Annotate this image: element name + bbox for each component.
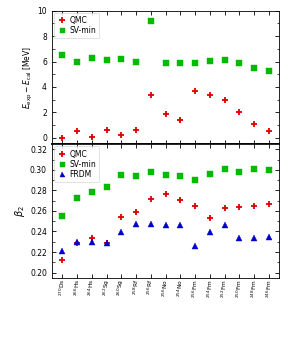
SV-min [194, 178, 197, 182]
QMC [238, 205, 241, 209]
QMC [194, 89, 197, 93]
Legend: QMC, SV-min, FRDM: QMC, SV-min, FRDM [54, 146, 99, 182]
QMC [208, 93, 212, 97]
SV-min [179, 174, 182, 178]
QMC [134, 127, 138, 132]
QMC [120, 215, 123, 219]
SV-min [134, 60, 138, 64]
SV-min [179, 61, 182, 66]
SV-min [238, 61, 241, 66]
QMC [60, 136, 64, 140]
QMC [90, 236, 94, 240]
Line: QMC: QMC [59, 191, 272, 264]
QMC [223, 206, 226, 210]
FRDM [179, 223, 182, 227]
QMC [75, 241, 79, 245]
SV-min [75, 59, 79, 64]
FRDM [90, 240, 94, 244]
QMC [90, 135, 94, 139]
SV-min [194, 61, 197, 65]
SV-min [208, 172, 212, 176]
QMC [105, 127, 108, 132]
SV-min [238, 170, 241, 174]
SV-min [149, 19, 153, 23]
SV-min [120, 57, 123, 61]
SV-min [149, 170, 153, 174]
FRDM [223, 223, 226, 227]
Line: SV-min: SV-min [59, 166, 272, 219]
SV-min [267, 69, 271, 73]
Legend: QMC, SV-min: QMC, SV-min [54, 13, 99, 38]
QMC [60, 258, 64, 262]
QMC [149, 197, 153, 201]
SV-min [105, 185, 108, 189]
FRDM [164, 223, 167, 227]
FRDM [75, 240, 79, 244]
SV-min [267, 168, 271, 172]
QMC [208, 216, 212, 220]
SV-min [223, 58, 226, 62]
QMC [134, 210, 138, 214]
QMC [267, 201, 271, 206]
Line: SV-min: SV-min [59, 18, 272, 74]
SV-min [90, 190, 94, 195]
FRDM [60, 249, 64, 253]
FRDM [253, 236, 256, 240]
SV-min [60, 53, 64, 57]
QMC [267, 129, 271, 134]
QMC [194, 204, 197, 208]
SV-min [223, 167, 226, 171]
SV-min [75, 195, 79, 200]
SV-min [253, 167, 256, 171]
SV-min [120, 173, 123, 177]
SV-min [60, 214, 64, 218]
QMC [164, 112, 167, 116]
QMC [179, 118, 182, 122]
QMC [164, 192, 167, 197]
FRDM [120, 230, 123, 235]
FRDM [105, 241, 108, 245]
SV-min [208, 59, 212, 63]
SV-min [90, 56, 94, 60]
Line: QMC: QMC [59, 87, 272, 142]
FRDM [238, 236, 241, 240]
QMC [253, 204, 256, 208]
QMC [149, 93, 153, 97]
QMC [75, 129, 79, 133]
QMC [253, 122, 256, 126]
FRDM [134, 222, 138, 226]
QMC [120, 133, 123, 137]
FRDM [194, 244, 197, 248]
SV-min [164, 61, 167, 66]
SV-min [134, 174, 138, 178]
QMC [223, 98, 226, 102]
FRDM [149, 222, 153, 226]
QMC [179, 198, 182, 202]
Y-axis label: $E_{\rm exp} - E_{\rm cal}$ [MeV]: $E_{\rm exp} - E_{\rm cal}$ [MeV] [22, 46, 35, 109]
SV-min [253, 66, 256, 70]
Line: FRDM: FRDM [59, 221, 272, 254]
QMC [238, 110, 241, 115]
FRDM [208, 230, 212, 235]
FRDM [267, 235, 271, 239]
Y-axis label: $\beta_2$: $\beta_2$ [13, 205, 27, 217]
SV-min [164, 173, 167, 177]
SV-min [105, 57, 108, 62]
QMC [105, 241, 108, 245]
